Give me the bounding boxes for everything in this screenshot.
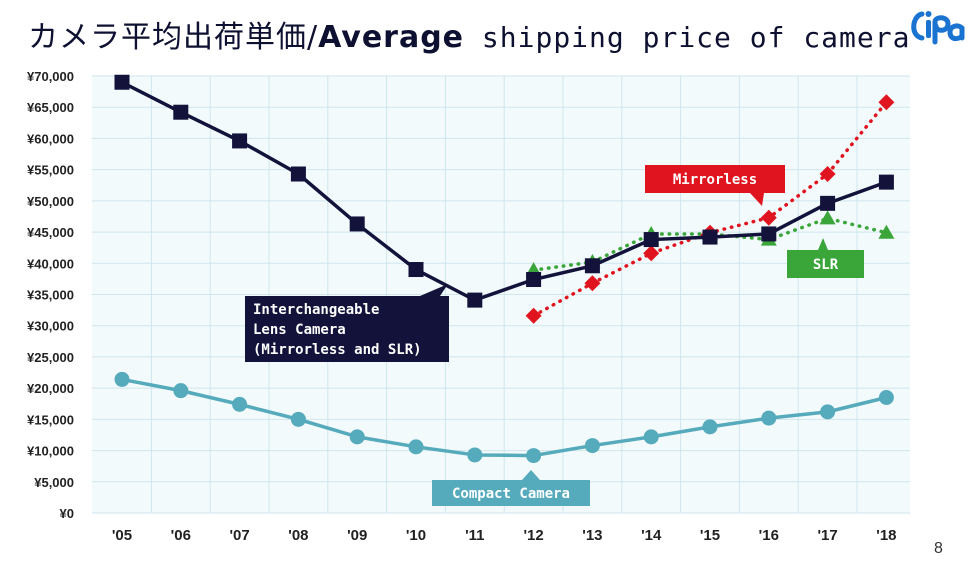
y-tick-label: ¥65,000 bbox=[27, 100, 74, 115]
x-tick-label: '08 bbox=[288, 527, 308, 544]
y-tick-label: ¥45,000 bbox=[27, 225, 74, 240]
x-tick-label: '12 bbox=[523, 527, 543, 544]
marker-interchangeable bbox=[878, 174, 894, 190]
marker-interchangeable bbox=[349, 216, 365, 232]
marker-compact bbox=[173, 383, 189, 399]
callout-box-compact bbox=[432, 480, 590, 506]
x-tick-label: '17 bbox=[817, 527, 837, 544]
x-tick-label: '18 bbox=[876, 527, 896, 544]
marker-mirrorless bbox=[525, 307, 542, 324]
x-tick-label: '06 bbox=[171, 527, 191, 544]
callout-label-slr: SLR bbox=[813, 257, 839, 273]
marker-interchangeable bbox=[232, 133, 248, 149]
marker-compact bbox=[290, 411, 306, 427]
marker-compact bbox=[114, 371, 130, 387]
y-tick-label: ¥50,000 bbox=[27, 194, 74, 209]
x-tick-label: '16 bbox=[759, 527, 779, 544]
marker-interchangeable bbox=[290, 166, 306, 182]
marker-mirrorless bbox=[584, 275, 601, 292]
marker-interchangeable bbox=[584, 258, 600, 274]
cipa-logo bbox=[908, 6, 966, 50]
marker-compact bbox=[584, 438, 600, 454]
marker-compact bbox=[408, 439, 424, 455]
series-layer bbox=[114, 74, 895, 464]
y-tick-label: ¥60,000 bbox=[27, 131, 74, 146]
callout-label-compact: Compact Camera bbox=[452, 486, 570, 502]
callout-pointer-compact bbox=[522, 470, 540, 480]
marker-interchangeable bbox=[173, 104, 189, 120]
x-tick-label: '15 bbox=[700, 527, 720, 544]
y-axis-ticks: ¥70,000 ¥65,000 ¥60,000 ¥55,000 ¥50,000 ¥45,0… bbox=[27, 69, 74, 521]
y-tick-label: ¥15,000 bbox=[27, 412, 74, 427]
marker-compact bbox=[702, 419, 718, 435]
marker-interchangeable bbox=[526, 272, 542, 288]
marker-interchangeable bbox=[761, 226, 777, 242]
marker-interchangeable bbox=[702, 229, 718, 245]
marker-compact bbox=[526, 448, 542, 464]
y-tick-label: ¥0 bbox=[60, 506, 74, 521]
x-tick-label: '11 bbox=[465, 527, 484, 544]
series-line-compact bbox=[120, 377, 889, 458]
marker-interchangeable bbox=[820, 195, 836, 211]
callout-label-interchangeable: Interchangeable bbox=[253, 302, 379, 318]
series-callouts: Interchangeable Lens Camera (Mirrorless an… bbox=[245, 165, 864, 506]
marker-compact bbox=[467, 447, 483, 463]
x-tick-label: '07 bbox=[229, 527, 249, 544]
y-tick-label: ¥20,000 bbox=[27, 381, 74, 396]
callout-pointer-slr bbox=[818, 238, 828, 250]
page-title: カメラ平均出荷単価/Average shipping price of came… bbox=[28, 12, 910, 56]
x-tick-label: '05 bbox=[112, 527, 132, 544]
marker-interchangeable bbox=[408, 262, 424, 278]
callout-box-interchangeable bbox=[245, 296, 449, 362]
callout-label-mirrorless: Mirrorless bbox=[673, 172, 757, 188]
cipa-logo-graphic bbox=[911, 11, 965, 45]
marker-mirrorless bbox=[878, 94, 895, 111]
y-tick-label: ¥30,000 bbox=[27, 319, 74, 334]
marker-interchangeable bbox=[467, 292, 483, 308]
series-line-interchangeable bbox=[120, 80, 889, 302]
y-tick-label: ¥25,000 bbox=[27, 350, 74, 365]
callout-pointer-interchangeable bbox=[420, 284, 448, 296]
marker-compact bbox=[643, 429, 659, 445]
marker-compact bbox=[349, 429, 365, 445]
callout-box-mirrorless bbox=[645, 165, 785, 193]
marker-compact bbox=[761, 410, 777, 426]
title-japanese: カメラ平均出荷単価/ bbox=[28, 20, 319, 55]
y-tick-label: ¥55,000 bbox=[27, 163, 74, 178]
x-axis-ticks: '05 '06 '07 '08 '09 '10 '11 '12 '13 '14 '15 '16 '17 '… bbox=[112, 527, 897, 544]
title-english-rest: shipping price of camera bbox=[464, 21, 911, 54]
x-tick-label: '13 bbox=[582, 527, 602, 544]
callout-box-slr bbox=[787, 250, 864, 278]
marker-interchangeable bbox=[114, 74, 130, 90]
callout-label-interchangeable: (Mirrorless and SLR) bbox=[253, 342, 422, 358]
x-tick-label: '10 bbox=[406, 527, 426, 544]
marker-compact bbox=[232, 396, 248, 412]
y-tick-label: ¥5,000 bbox=[34, 475, 74, 490]
callout-label-interchangeable: Lens Camera bbox=[253, 322, 346, 338]
marker-slr bbox=[819, 210, 836, 225]
x-tick-label: '09 bbox=[347, 527, 367, 544]
y-tick-label: ¥35,000 bbox=[27, 288, 74, 303]
y-tick-label: ¥10,000 bbox=[27, 444, 74, 459]
marker-interchangeable bbox=[643, 232, 659, 248]
marker-mirrorless bbox=[819, 166, 836, 183]
callout-pointer-mirrorless bbox=[750, 193, 764, 206]
x-tick-label: '14 bbox=[641, 527, 662, 544]
marker-mirrorless bbox=[760, 209, 777, 226]
marker-mirrorless bbox=[643, 245, 660, 262]
marker-compact bbox=[878, 390, 894, 406]
y-tick-label: ¥40,000 bbox=[27, 256, 74, 271]
page-number: 8 bbox=[934, 540, 943, 557]
marker-slr bbox=[878, 224, 895, 239]
marker-compact bbox=[820, 404, 836, 420]
y-tick-label: ¥70,000 bbox=[27, 69, 74, 84]
title-english-bold: Average bbox=[318, 20, 465, 55]
